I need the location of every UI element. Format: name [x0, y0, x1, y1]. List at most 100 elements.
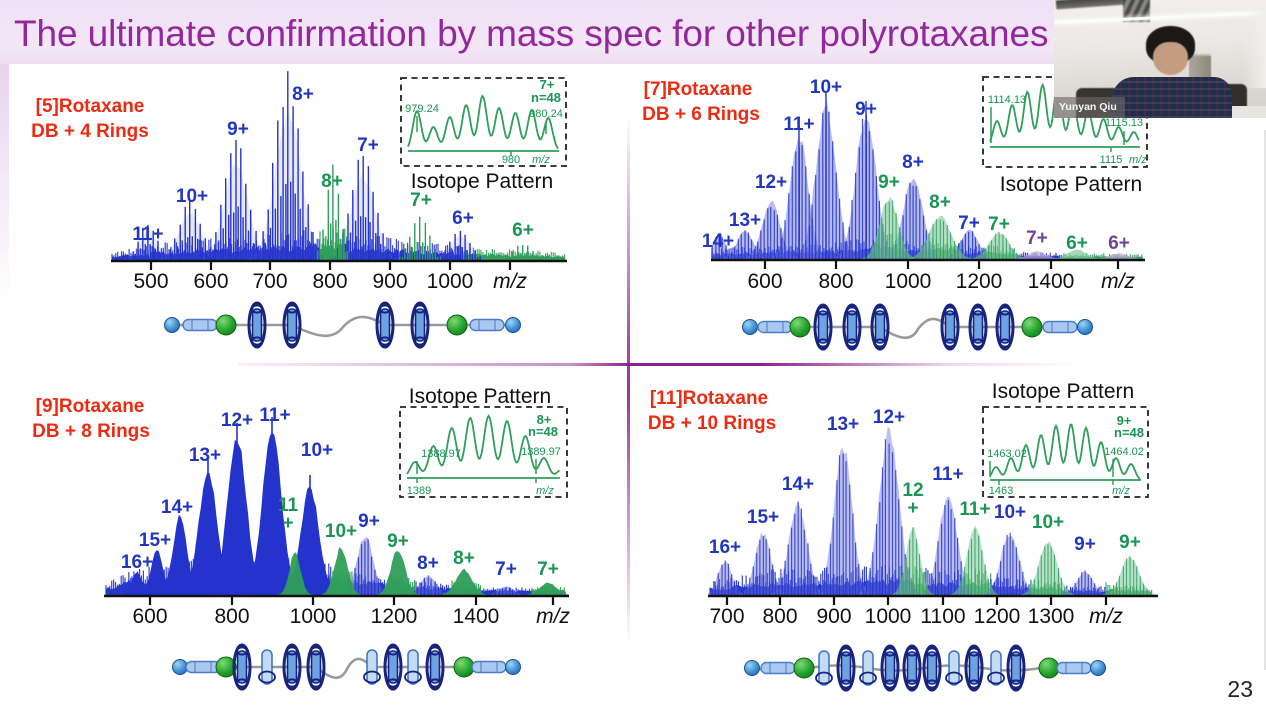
svg-text:7+: 7+: [540, 77, 555, 92]
svg-text:7+: 7+: [495, 559, 517, 580]
svg-text:6+: 6+: [1066, 233, 1088, 254]
svg-text:11+: 11+: [259, 405, 290, 426]
svg-text:9+: 9+: [1119, 532, 1141, 553]
svg-text:600: 600: [747, 270, 782, 293]
svg-text:10+: 10+: [1032, 512, 1064, 533]
svg-text:980: 980: [502, 154, 520, 166]
svg-text:12: 12: [902, 480, 923, 501]
svg-text:7+: 7+: [357, 135, 379, 156]
svg-text:1463.02: 1463.02: [987, 448, 1027, 460]
svg-text:11+: 11+: [132, 224, 163, 245]
svg-text:10+: 10+: [810, 77, 842, 98]
svg-text:8+: 8+: [453, 548, 475, 569]
svg-text:7+: 7+: [410, 190, 432, 211]
svg-text:1115.13: 1115.13: [1105, 117, 1143, 129]
svg-text:m/z: m/z: [493, 270, 527, 293]
svg-text:800: 800: [762, 605, 797, 628]
svg-text:6+: 6+: [1108, 233, 1130, 254]
svg-text:1200: 1200: [371, 605, 418, 628]
svg-text:700: 700: [709, 605, 744, 628]
svg-text:500: 500: [133, 270, 168, 293]
svg-text:Isotope Pattern: Isotope Pattern: [1000, 173, 1142, 196]
svg-text:10+: 10+: [325, 521, 357, 542]
svg-text:9+: 9+: [878, 172, 900, 193]
svg-text:9+: 9+: [855, 99, 877, 120]
svg-text:1200: 1200: [974, 605, 1021, 628]
svg-text:1000: 1000: [885, 270, 932, 293]
svg-text:700: 700: [252, 270, 287, 293]
svg-text:800: 800: [312, 270, 347, 293]
svg-text:1389: 1389: [407, 485, 431, 497]
svg-text:m/z: m/z: [536, 485, 554, 497]
svg-text:1464.02: 1464.02: [1104, 446, 1144, 458]
svg-text:900: 900: [372, 270, 407, 293]
svg-text:DB + 4 Rings: DB + 4 Rings: [31, 121, 149, 142]
svg-text:13+: 13+: [189, 445, 221, 466]
svg-text:1389.97: 1389.97: [521, 446, 561, 458]
svg-text:1200: 1200: [956, 270, 1003, 293]
svg-text:6+: 6+: [452, 208, 474, 229]
svg-text:13+: 13+: [827, 414, 859, 435]
svg-text:1114.13: 1114.13: [988, 94, 1026, 106]
svg-text:14+: 14+: [702, 231, 734, 252]
svg-text:12+: 12+: [873, 407, 905, 428]
svg-text:[7]Rotaxane: [7]Rotaxane: [644, 79, 753, 100]
svg-text:n=48: n=48: [1114, 425, 1144, 440]
svg-text:14+: 14+: [782, 474, 814, 495]
svg-text:1400: 1400: [453, 605, 500, 628]
svg-text:m/z: m/z: [532, 154, 550, 166]
svg-text:11+: 11+: [932, 464, 963, 485]
svg-text:1300: 1300: [1028, 605, 1075, 628]
svg-text:n=48: n=48: [528, 424, 558, 439]
svg-text:7+: 7+: [988, 214, 1010, 235]
svg-text:[11]Rotaxane: [11]Rotaxane: [650, 388, 768, 409]
svg-text:9+: 9+: [1074, 534, 1096, 555]
svg-text:979.24: 979.24: [405, 103, 439, 115]
svg-text:[5]Rotaxane: [5]Rotaxane: [36, 96, 145, 117]
svg-text:7+: 7+: [958, 213, 980, 234]
svg-text:12+: 12+: [755, 172, 787, 193]
svg-text:600: 600: [193, 270, 228, 293]
svg-text:1388.97: 1388.97: [421, 448, 461, 460]
svg-text:10+: 10+: [994, 502, 1026, 523]
svg-text:m/z: m/z: [1101, 270, 1135, 293]
svg-text:16+: 16+: [121, 552, 153, 573]
svg-text:1463: 1463: [989, 485, 1013, 497]
svg-text:14+: 14+: [161, 497, 193, 518]
svg-text:10+: 10+: [176, 186, 208, 207]
svg-text:m/z: m/z: [1129, 154, 1147, 166]
svg-text:+: +: [907, 498, 918, 519]
svg-text:11+: 11+: [959, 499, 990, 520]
svg-text:Isotope Pattern: Isotope Pattern: [409, 385, 551, 408]
svg-text:1000: 1000: [865, 605, 912, 628]
svg-text:8+: 8+: [417, 553, 439, 574]
svg-text:Isotope Pattern: Isotope Pattern: [411, 170, 553, 193]
svg-text:7+: 7+: [537, 559, 559, 580]
svg-text:15+: 15+: [139, 530, 171, 551]
svg-text:8+: 8+: [292, 84, 314, 105]
svg-text:m/z: m/z: [1112, 485, 1130, 497]
svg-text:DB + 8 Rings: DB + 8 Rings: [32, 421, 150, 442]
svg-text:9+: 9+: [227, 119, 249, 140]
svg-text:12+: 12+: [221, 410, 253, 431]
svg-text:900: 900: [816, 605, 851, 628]
svg-text:1115: 1115: [1100, 154, 1123, 166]
svg-text:16+: 16+: [709, 537, 741, 558]
svg-text:800: 800: [214, 605, 249, 628]
svg-text:1400: 1400: [1028, 270, 1075, 293]
svg-text:9+: 9+: [358, 511, 380, 532]
svg-text:m/z: m/z: [1089, 605, 1123, 628]
svg-text:8+: 8+: [902, 152, 924, 173]
svg-text:7+: 7+: [1026, 228, 1048, 249]
svg-text:800: 800: [818, 270, 853, 293]
svg-text:6+: 6+: [512, 220, 534, 241]
svg-text:600: 600: [132, 605, 167, 628]
svg-text:m/z: m/z: [536, 605, 570, 628]
svg-text:n=48: n=48: [531, 90, 561, 105]
svg-text:DB + 10 Rings: DB + 10 Rings: [648, 413, 776, 434]
svg-text:9+: 9+: [1117, 413, 1132, 428]
svg-text:980.24: 980.24: [529, 108, 563, 120]
svg-text:8+: 8+: [929, 192, 951, 213]
svg-text:1000: 1000: [290, 605, 337, 628]
svg-text:1000: 1000: [427, 270, 474, 293]
